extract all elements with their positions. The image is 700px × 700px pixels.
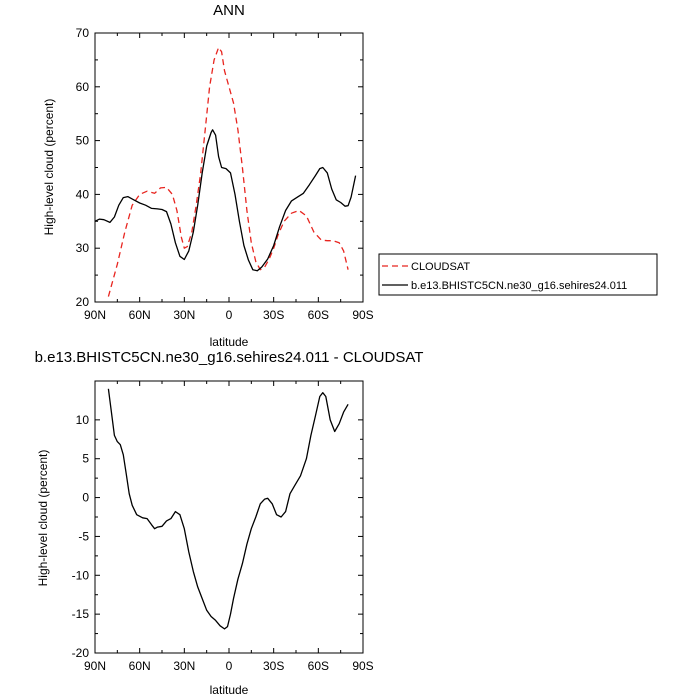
bottom-y-tick-label: -10	[72, 568, 90, 582]
bottom-panel: b.e13.BHISTC5CN.ne30_g16.sehires24.011 -…	[35, 349, 424, 697]
top-x-tick-label: 0	[226, 308, 233, 322]
bottom-x-tick-label: 90S	[352, 659, 373, 673]
top-plot-frame	[94, 32, 364, 303]
top-x-tick-label: 60N	[129, 308, 151, 322]
top-x-tick-label: 90N	[84, 308, 106, 322]
top-x-tick-label: 30S	[263, 308, 284, 322]
top-y-tick-label: 70	[76, 26, 90, 40]
bottom-x-tick-label: 30N	[173, 659, 195, 673]
top-y-tick-label: 40	[76, 187, 90, 201]
bottom-chart-title: b.e13.BHISTC5CN.ne30_g16.sehires24.011 -…	[35, 349, 424, 366]
top-x-tick-label: 90S	[352, 308, 373, 322]
bottom-x-tick-label: 0	[226, 659, 233, 673]
top-series-line-cloudsat	[107, 46, 349, 297]
bottom-y-tick-label: -5	[78, 529, 89, 543]
top-y-tick-label: 50	[76, 134, 90, 148]
legend: CLOUDSAT b.e13.BHISTC5CN.ne30_g16.sehire…	[378, 253, 658, 296]
bottom-x-tick-label: 60S	[308, 659, 329, 673]
bottom-plot-frame	[94, 380, 364, 654]
bottom-y-tick-label: 5	[82, 452, 89, 466]
top-x-axis-label: latitude	[210, 335, 249, 349]
top-series-line-b-e13-bhistc5cn-ne30-g16-sehires24-011	[94, 129, 357, 272]
legend-label-model: b.e13.BHISTC5CN.ne30_g16.sehires24.011	[411, 280, 627, 292]
bottom-y-tick-label: -20	[72, 646, 90, 660]
top-x-tick-label: 60S	[308, 308, 329, 322]
top-y-tick-label: 60	[76, 80, 90, 94]
top-chart-title: ANN	[213, 2, 245, 19]
bottom-series-line-difference	[107, 388, 349, 630]
bottom-y-tick-label: 10	[76, 413, 90, 427]
bottom-x-tick-label: 90N	[84, 659, 106, 673]
bottom-series-layer	[107, 388, 349, 630]
bottom-x-axis-label: latitude	[210, 683, 249, 697]
bottom-y-axis-label: High-level cloud (percent)	[36, 450, 50, 587]
top-y-tick-label: 20	[76, 295, 90, 309]
top-y-axis-label: High-level cloud (percent)	[42, 99, 56, 236]
top-axis-ticks: 90N 60N 30N 0 30S 60S 90S 20 30 40 50 60 70	[76, 26, 374, 322]
bottom-y-tick-label: 0	[82, 491, 89, 505]
legend-box	[378, 253, 658, 296]
bottom-x-tick-label: 30S	[263, 659, 284, 673]
legend-label-cloudsat: CLOUDSAT	[411, 261, 470, 273]
top-x-tick-label: 30N	[173, 308, 195, 322]
bottom-axis-ticks: 90N 60N 30N 0 30S 60S 90S -20 -15 -10 -5 0 5 10	[72, 381, 374, 673]
bottom-x-tick-label: 60N	[129, 659, 151, 673]
bottom-y-tick-label: -15	[72, 607, 90, 621]
top-y-tick-label: 30	[76, 241, 90, 255]
top-series-layer	[94, 46, 357, 297]
top-panel: ANN High-level cloud (percent) latitude …	[42, 2, 658, 349]
